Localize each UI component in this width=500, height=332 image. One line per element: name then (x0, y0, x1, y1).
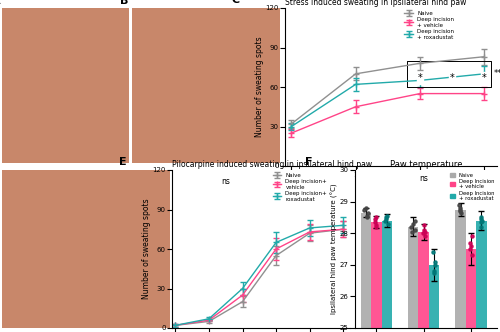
Point (468, 253, 476, 258)
Point (466, 246, 474, 252)
Bar (429, 265, 440, 332)
Text: C: C (232, 0, 240, 5)
Point (477, 219, 485, 225)
Text: Pilocarpine induced sweating in ipsilateral hind paw: Pilocarpine induced sweating in ipsilate… (172, 160, 372, 169)
Point (360, 207, 368, 212)
Text: ns: ns (419, 174, 428, 183)
Point (372, 223, 380, 228)
Point (477, 224, 485, 229)
Point (418, 230, 426, 236)
Text: ns: ns (222, 177, 230, 186)
Point (428, 250, 436, 255)
Legend: Naive, Deep incision
+ vehicle, Deep incision
+ roxadustat: Naive, Deep incision + vehicle, Deep inc… (404, 11, 454, 40)
Bar (418, 232, 429, 332)
Bar (466, 249, 476, 332)
Point (431, 259, 439, 264)
Title: Paw temperature: Paw temperature (390, 160, 462, 169)
Point (456, 207, 464, 212)
Text: *: * (482, 73, 486, 83)
Point (381, 218, 389, 223)
Point (411, 218, 419, 223)
Y-axis label: Number of sweating spots: Number of sweating spots (255, 37, 264, 137)
Point (430, 270, 438, 275)
Point (420, 227, 428, 233)
Point (456, 205, 464, 210)
Text: *: * (450, 73, 454, 83)
Bar (476, 220, 486, 332)
Point (370, 219, 378, 225)
Point (364, 210, 372, 215)
Text: E: E (118, 157, 126, 167)
Point (362, 205, 370, 210)
Text: F: F (306, 157, 313, 167)
Bar (382, 220, 392, 332)
Legend: Naive, Deep Incision
+ vehicle, Deep Incision
+ roxadustat: Naive, Deep Incision + vehicle, Deep Inc… (450, 173, 494, 201)
Point (384, 221, 392, 226)
Point (467, 243, 475, 248)
Point (372, 224, 380, 229)
Point (409, 221, 417, 226)
Point (477, 216, 485, 222)
Point (363, 213, 371, 218)
Point (382, 215, 390, 220)
Point (408, 229, 416, 234)
Point (468, 234, 476, 239)
Bar (456, 209, 466, 332)
Point (456, 210, 464, 215)
Text: Stress induced sweating in ipsilateral hind paw: Stress induced sweating in ipsilateral h… (285, 0, 467, 7)
Legend: Naive, Deep incision+
vehicle, Deep incision+
roxadustat: Naive, Deep incision+ vehicle, Deep inci… (272, 173, 327, 202)
Bar (371, 222, 382, 332)
X-axis label: Time(min): Time(min) (370, 184, 412, 193)
Bar (408, 227, 418, 332)
Point (372, 216, 380, 222)
Point (466, 240, 474, 245)
Point (430, 269, 438, 274)
Point (478, 218, 486, 223)
Point (456, 202, 464, 208)
Bar (360, 213, 371, 332)
Point (408, 224, 416, 229)
Point (477, 215, 485, 220)
Point (420, 223, 428, 228)
Text: **: ** (494, 69, 500, 78)
Y-axis label: Ipsilateral hind paw temperature (°C): Ipsilateral hind paw temperature (°C) (331, 184, 338, 314)
Point (362, 215, 370, 220)
Point (372, 215, 380, 220)
Point (430, 262, 438, 268)
Text: *: * (418, 73, 422, 83)
Point (421, 229, 429, 234)
Point (456, 208, 464, 214)
Point (422, 234, 430, 239)
Point (411, 227, 419, 233)
Point (382, 216, 390, 222)
Text: B: B (120, 0, 128, 6)
Point (384, 213, 392, 218)
Y-axis label: Number of sweating spots: Number of sweating spots (142, 199, 151, 299)
